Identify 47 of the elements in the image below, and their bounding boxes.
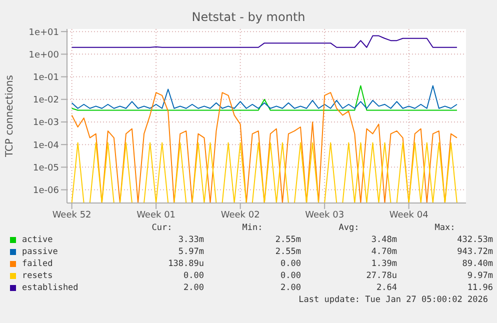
text: Max: bbox=[434, 222, 456, 234]
text: 2.00 bbox=[182, 282, 204, 294]
text: 0.00 bbox=[280, 258, 301, 270]
text: 2.55m bbox=[274, 246, 301, 258]
text: Min: bbox=[241, 222, 264, 234]
text: 4.70m bbox=[370, 246, 397, 258]
y-tick-label: 1e+00 bbox=[28, 50, 60, 60]
text: 1.39m bbox=[370, 258, 397, 270]
y-tick-label: 1e+01 bbox=[28, 28, 59, 38]
x-tick-label: Week 02 bbox=[220, 210, 260, 220]
text: Avg: bbox=[338, 222, 360, 234]
legend-label: failed bbox=[21, 258, 54, 270]
text: 3.48m bbox=[370, 234, 397, 246]
x-tick-label: Week 52 bbox=[52, 210, 92, 220]
text: 89.40m bbox=[461, 258, 493, 270]
text: 11.96 bbox=[466, 282, 493, 294]
chart-title: Netstat - by month bbox=[190, 10, 306, 24]
text: 3.33m bbox=[177, 234, 204, 246]
text: 0.00 bbox=[182, 270, 204, 282]
legend-label: passive bbox=[21, 246, 59, 258]
y-tick-label: 1e-04 bbox=[33, 140, 60, 151]
y-axis-title: TCP connections bbox=[4, 74, 16, 158]
x-tick-label: Week 01 bbox=[136, 210, 176, 220]
legend-label: established bbox=[21, 282, 80, 294]
legend-label: active bbox=[21, 234, 54, 246]
text: 2.64 bbox=[376, 282, 397, 294]
text: 943.72m bbox=[456, 246, 493, 258]
text: 0.00 bbox=[280, 270, 301, 282]
y-tick-label: 1e-01 bbox=[33, 72, 59, 83]
text: 9.97m bbox=[466, 270, 493, 282]
text: 432.53m bbox=[456, 234, 493, 246]
text: Cur: bbox=[150, 222, 174, 234]
x-tick-label: Week 04 bbox=[389, 210, 429, 220]
y-tick-label: 1e-03 bbox=[33, 118, 59, 128]
y-tick-label: 1e-06 bbox=[33, 186, 60, 196]
x-tick-label: Week 03 bbox=[305, 210, 344, 220]
text: 2.00 bbox=[280, 282, 301, 294]
y-tick-label: 1e-05 bbox=[33, 163, 59, 174]
text: 2.55m bbox=[274, 234, 301, 246]
text: 5.97m bbox=[177, 246, 204, 258]
text: 138.89u bbox=[167, 258, 204, 270]
y-tick-label: 1e-02 bbox=[33, 96, 59, 106]
line-series bbox=[71, 35, 458, 48]
line-series bbox=[71, 92, 458, 203]
legend-label: resets bbox=[21, 270, 54, 282]
text: Last update: Tue Jan 27 05:00:02 2026 bbox=[298, 294, 488, 306]
text: 27.78u bbox=[365, 270, 397, 282]
